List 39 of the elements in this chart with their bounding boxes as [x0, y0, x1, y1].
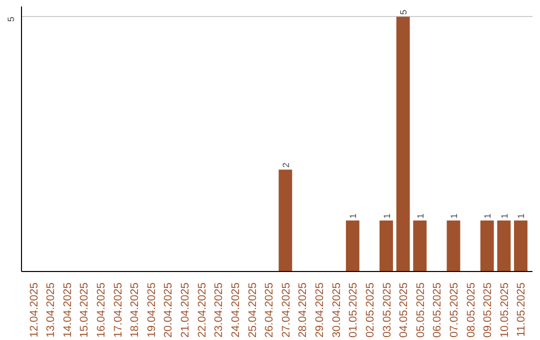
x-tick-label: 26.04.2025: [264, 282, 276, 338]
x-tick-label: 12.04.2025: [28, 282, 40, 338]
x-tick-label: 04.05.2025: [398, 282, 410, 338]
x-tick-label: 17.04.2025: [112, 282, 124, 338]
x-tick-label: 13.04.2025: [45, 282, 58, 338]
x-tick-label: 20.04.2025: [162, 282, 175, 338]
x-tick-label: 10.05.2025: [498, 282, 511, 338]
x-tick-label: 30.04.2025: [330, 282, 343, 338]
x-tick-label: 28.04.2025: [297, 282, 310, 338]
data-label: 2: [280, 162, 291, 168]
x-tick-label: 21.04.2025: [180, 282, 192, 338]
x-tick-label: 22.04.2025: [196, 282, 208, 338]
x-tick-label: 15.04.2025: [78, 282, 91, 338]
x-tick-label: 25.04.2025: [246, 282, 259, 338]
data-label: 1: [382, 214, 392, 219]
x-tick-label: 06.05.2025: [432, 282, 444, 338]
x-tick-label: 07.05.2025: [448, 282, 460, 338]
x-tick-label: 23.04.2025: [213, 282, 226, 338]
x-tick-label: 08.05.2025: [465, 282, 478, 338]
x-tick-label: 27.04.2025: [280, 282, 292, 338]
x-tick-label: 11.05.2025: [516, 282, 528, 337]
x-tick-label: 05.05.2025: [414, 282, 427, 338]
data-label: 5: [398, 10, 409, 15]
x-tick-label: 02.05.2025: [364, 282, 376, 338]
x-tick-label: 16.04.2025: [96, 282, 108, 338]
x-tick-label: 18.04.2025: [129, 282, 142, 338]
data-label: 1: [482, 214, 493, 219]
x-tick-label: 29.04.2025: [314, 282, 326, 338]
data-label: 1: [448, 214, 459, 219]
data-label: 1: [415, 214, 426, 219]
x-tick-label: 14.04.2025: [62, 282, 74, 338]
x-tick-label: 01.05.2025: [348, 282, 360, 338]
x-tick-label: 03.05.2025: [381, 282, 394, 338]
x-tick-label: 24.04.2025: [230, 282, 242, 338]
data-label: 1: [499, 214, 510, 219]
x-tick-label: 19.04.2025: [146, 282, 158, 338]
x-tick-label: 09.05.2025: [482, 282, 494, 338]
data-label: 1: [516, 214, 526, 219]
data-label: 1: [348, 214, 358, 219]
